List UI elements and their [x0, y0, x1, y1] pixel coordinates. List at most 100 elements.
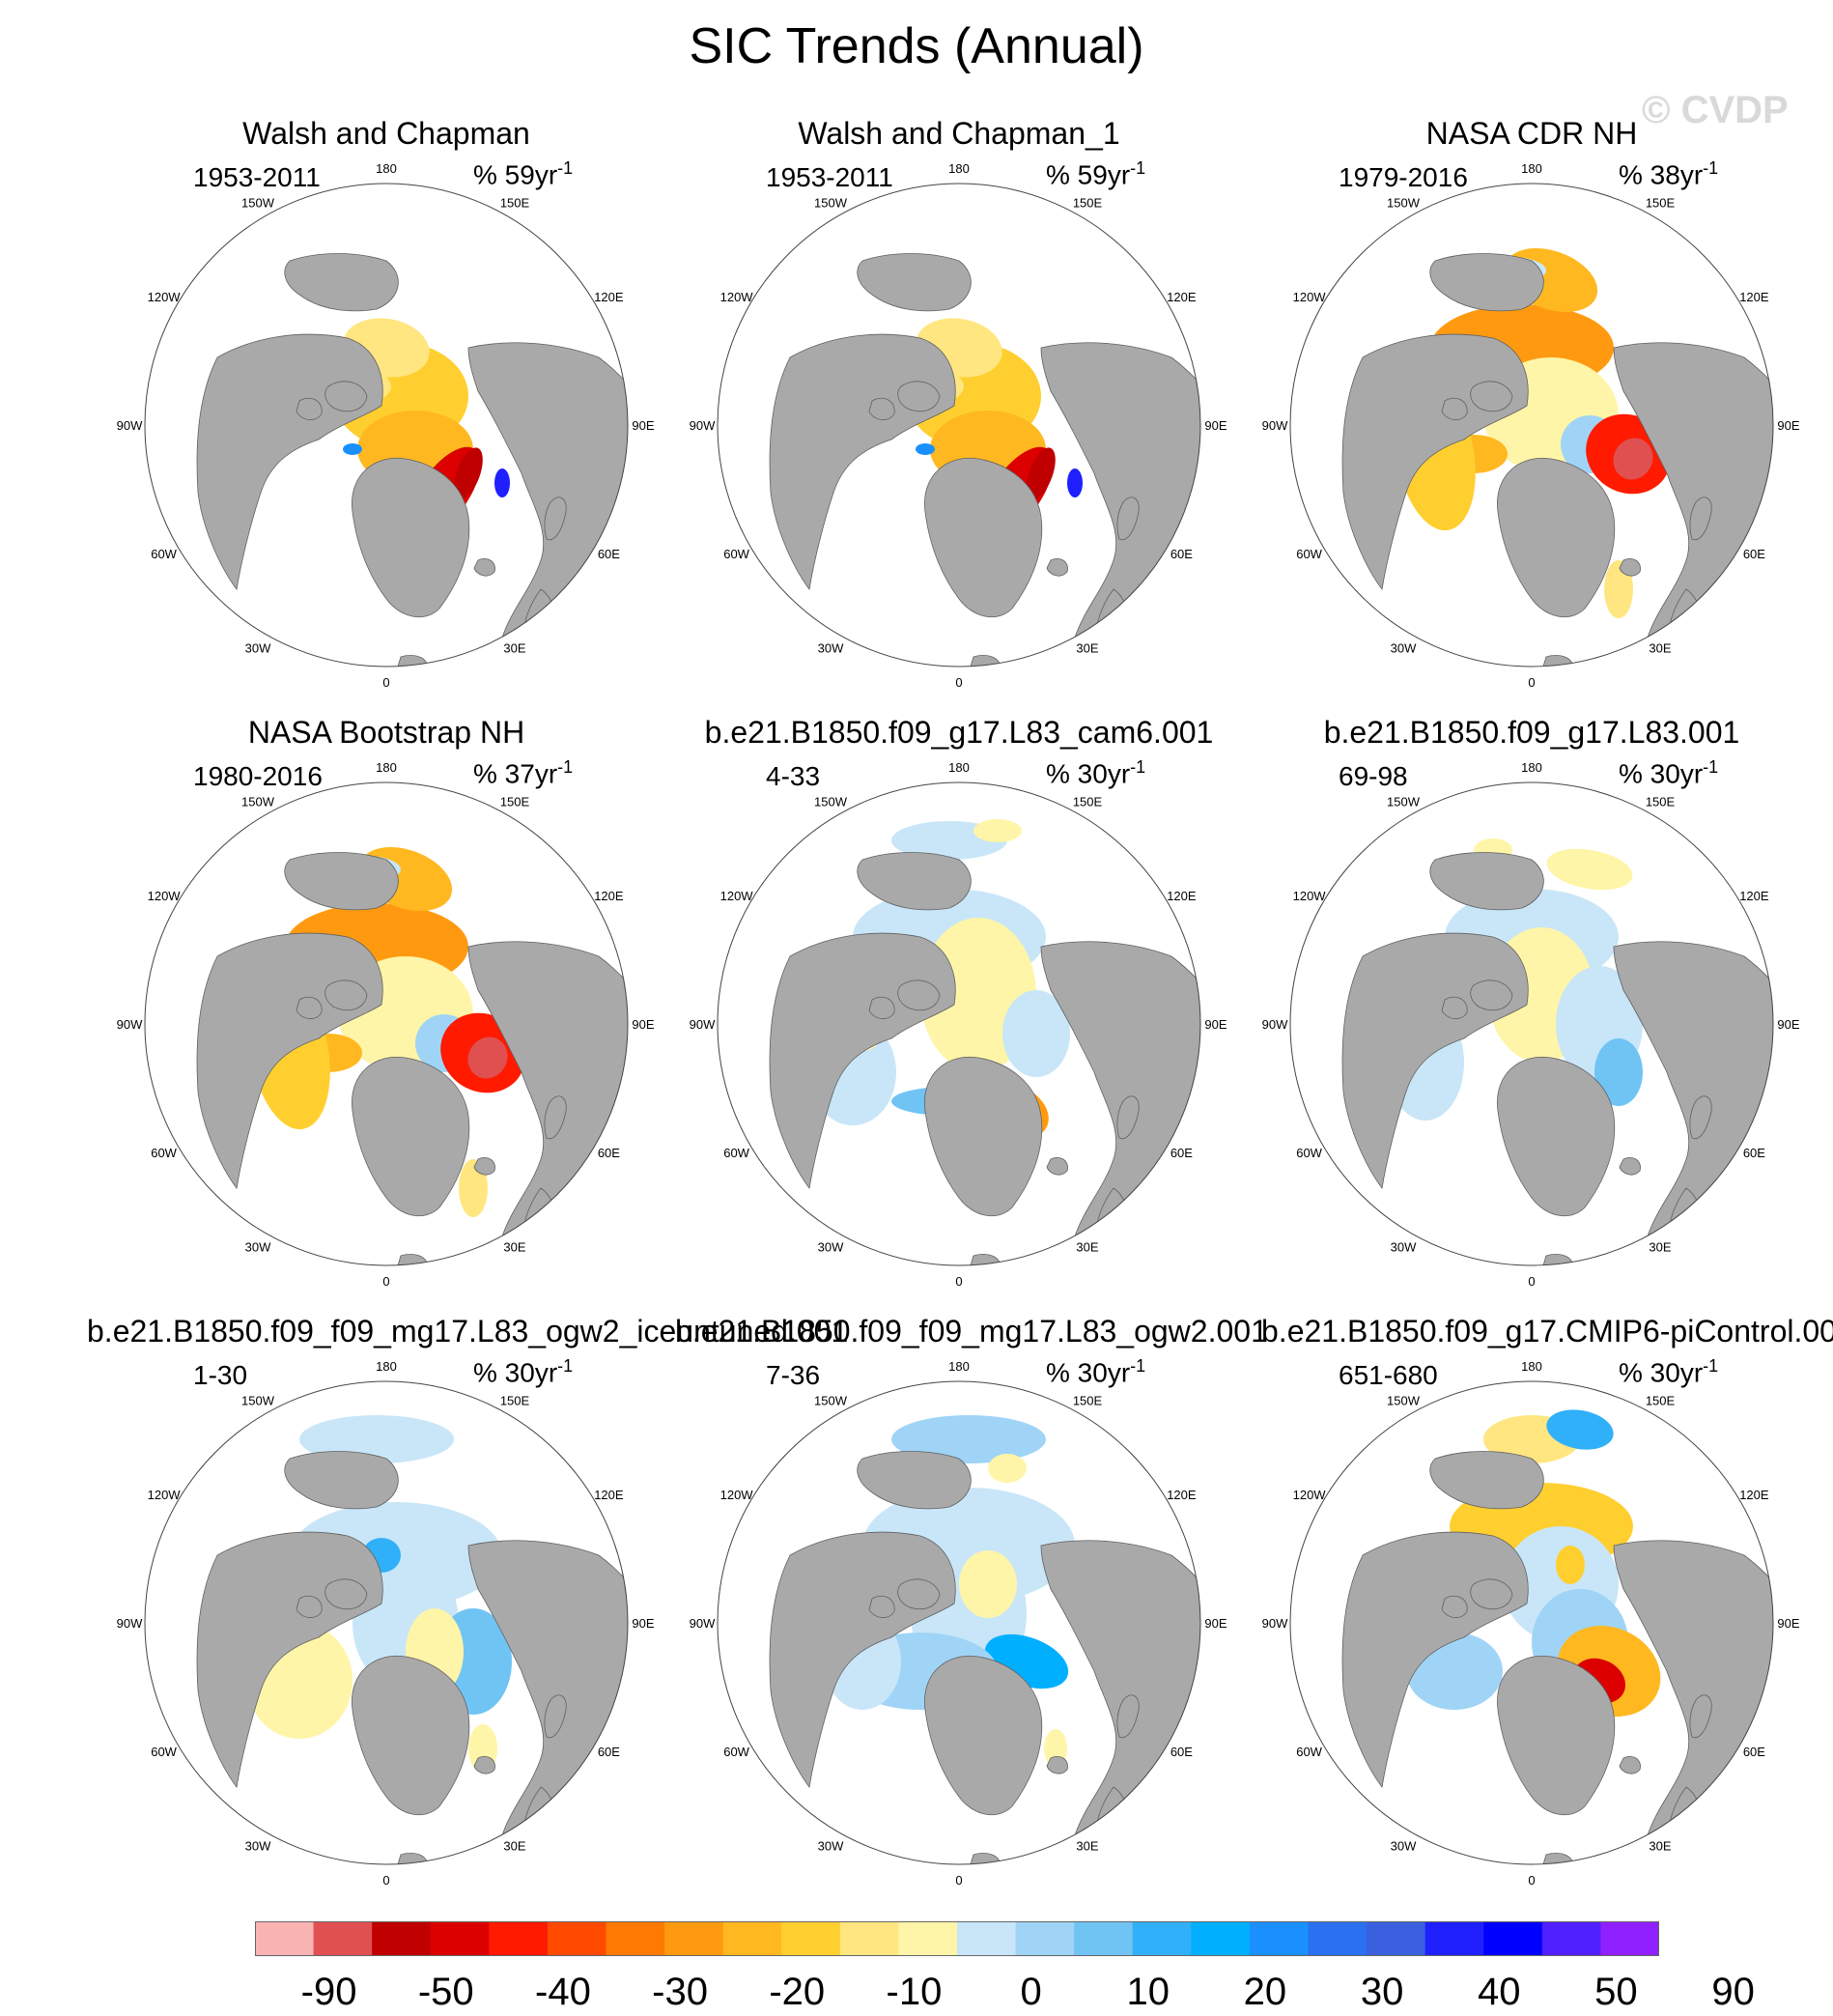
landmass — [1046, 1156, 1068, 1176]
lon-label: 150W — [1387, 795, 1421, 809]
landmass — [857, 852, 972, 911]
lon-label: 0 — [382, 675, 389, 690]
lon-label: 90E — [1204, 418, 1227, 433]
colorbar-swatch — [1191, 1921, 1251, 1956]
lon-label: 120E — [594, 1488, 624, 1502]
trend-region — [1613, 438, 1653, 480]
panel-years: 651-680 — [1339, 1360, 1438, 1390]
colorbar-swatch — [313, 1921, 373, 1956]
units-exponent: -1 — [1703, 158, 1719, 178]
lon-label: 0 — [955, 1274, 962, 1289]
lon-label: 150W — [814, 1394, 848, 1408]
lon-label: 30E — [1076, 1838, 1098, 1853]
panel-years: 1-30 — [193, 1360, 248, 1390]
landmass — [1542, 1253, 1573, 1265]
lon-label: 150W — [1387, 1394, 1421, 1408]
landmass — [1429, 1451, 1544, 1510]
lon-label: 60W — [723, 1745, 749, 1759]
map-panel: b.e21.B1850.f09_g17.CMIP6-piControl.001 6… — [1242, 1314, 1833, 1932]
panel-title: b.e21.B1850.f09_f09_mg17.L83_ogw2.001 — [675, 1314, 1268, 1349]
map-boundary — [717, 781, 1201, 1266]
landmass — [868, 1595, 895, 1618]
landmass — [324, 1578, 368, 1610]
figure-title: SIC Trends (Annual) — [689, 18, 1144, 74]
panel-title: b.e21.B1850.f09_g17.L83_cam6.001 — [704, 715, 1214, 750]
polar-map: 180 150E 120E 90E 60E 30E 0 30W 60W 90W 120W 150W — [1262, 760, 1800, 1289]
colorbar-swatch — [957, 1921, 1017, 1956]
lon-label: 30E — [503, 1838, 525, 1853]
landmass — [970, 1253, 1001, 1265]
trend-region — [494, 469, 510, 497]
landmass — [1689, 497, 1712, 541]
landmass — [352, 457, 470, 617]
colorbar-swatch — [1483, 1921, 1543, 1956]
colorbar-swatch — [255, 1921, 315, 1956]
map-boundary — [1289, 781, 1774, 1266]
polar-map: 180 150E 120E 90E 60E 30E 0 30W 60W 90W 120W 150W — [117, 1359, 655, 1888]
lon-label: 30E — [1649, 1838, 1671, 1853]
landmass — [1619, 1156, 1641, 1176]
landmass — [284, 852, 399, 911]
colorbar-label: 40 — [1478, 1971, 1521, 2013]
lon-label: 90W — [690, 1017, 716, 1032]
lon-label: 180 — [376, 760, 397, 775]
units-exponent: -1 — [1130, 1356, 1146, 1376]
landmass — [544, 1694, 567, 1739]
lon-label: 120W — [148, 1488, 182, 1502]
panel-years: 1953-2011 — [193, 162, 321, 192]
panel-years: 69-98 — [1339, 761, 1408, 791]
landmass — [897, 381, 941, 412]
lon-label: 60W — [723, 1146, 749, 1160]
landmass — [544, 497, 567, 541]
lon-label: 60E — [598, 1146, 620, 1160]
panel-title: NASA Bootstrap NH — [247, 715, 525, 750]
colorbar-label: -90 — [300, 1971, 357, 2013]
lon-label: 150W — [241, 196, 275, 211]
landmass — [897, 980, 941, 1011]
lon-label: 0 — [1528, 1274, 1535, 1289]
lon-label: 0 — [955, 675, 962, 690]
lon-label: 150E — [500, 196, 530, 211]
landmass — [397, 654, 428, 667]
lon-label: 0 — [955, 1873, 962, 1888]
trend-region — [467, 1036, 508, 1079]
colorbar-label: -50 — [417, 1971, 474, 2013]
map-panel: b.e21.B1850.f09_g17.L83.001 69-98 % 30yr-1… — [1242, 715, 1821, 1333]
map-boundary — [144, 183, 629, 667]
landmass — [1542, 1852, 1573, 1864]
panel-title: NASA CDR NH — [1425, 116, 1638, 151]
units-exponent: -1 — [557, 158, 574, 178]
units-text: % 59yr — [473, 159, 558, 190]
landmass — [868, 397, 895, 420]
landmass — [284, 1451, 399, 1510]
landmass — [1470, 1578, 1513, 1610]
panel-units: % 37yr-1 — [473, 757, 573, 789]
landmass — [397, 1253, 428, 1265]
lon-label: 90E — [632, 1017, 654, 1032]
colorbar-swatch — [1367, 1921, 1426, 1956]
landmass — [1542, 654, 1573, 667]
lon-label: 60W — [1296, 547, 1322, 561]
trend-region — [891, 1415, 1046, 1463]
panel-units: % 30yr-1 — [1619, 757, 1718, 789]
panel-units: % 59yr-1 — [473, 158, 573, 190]
landmass — [1441, 996, 1468, 1019]
landmass — [324, 980, 368, 1011]
lon-label: 150E — [500, 795, 530, 809]
landmass — [857, 1451, 972, 1510]
units-text: % 30yr — [473, 1357, 558, 1388]
lon-label: 30W — [1391, 1838, 1417, 1853]
lon-label: 30W — [245, 1239, 271, 1254]
map-boundary — [1289, 183, 1774, 667]
lon-label: 180 — [948, 161, 970, 176]
units-text: % 59yr — [1046, 159, 1131, 190]
colorbar-label: -20 — [769, 1971, 826, 2013]
lon-label: 60E — [1170, 1146, 1193, 1160]
lon-label: 90W — [117, 1017, 143, 1032]
colorbar-swatch — [664, 1921, 724, 1956]
landmass — [924, 1655, 1043, 1815]
panel-title: Walsh and Chapman_1 — [798, 116, 1120, 151]
lon-label: 150W — [1387, 196, 1421, 211]
lon-label: 30E — [1649, 640, 1671, 655]
polar-map: 180 150E 120E 90E 60E 30E 0 30W 60W 90W 120W 150W — [690, 1359, 1227, 1888]
